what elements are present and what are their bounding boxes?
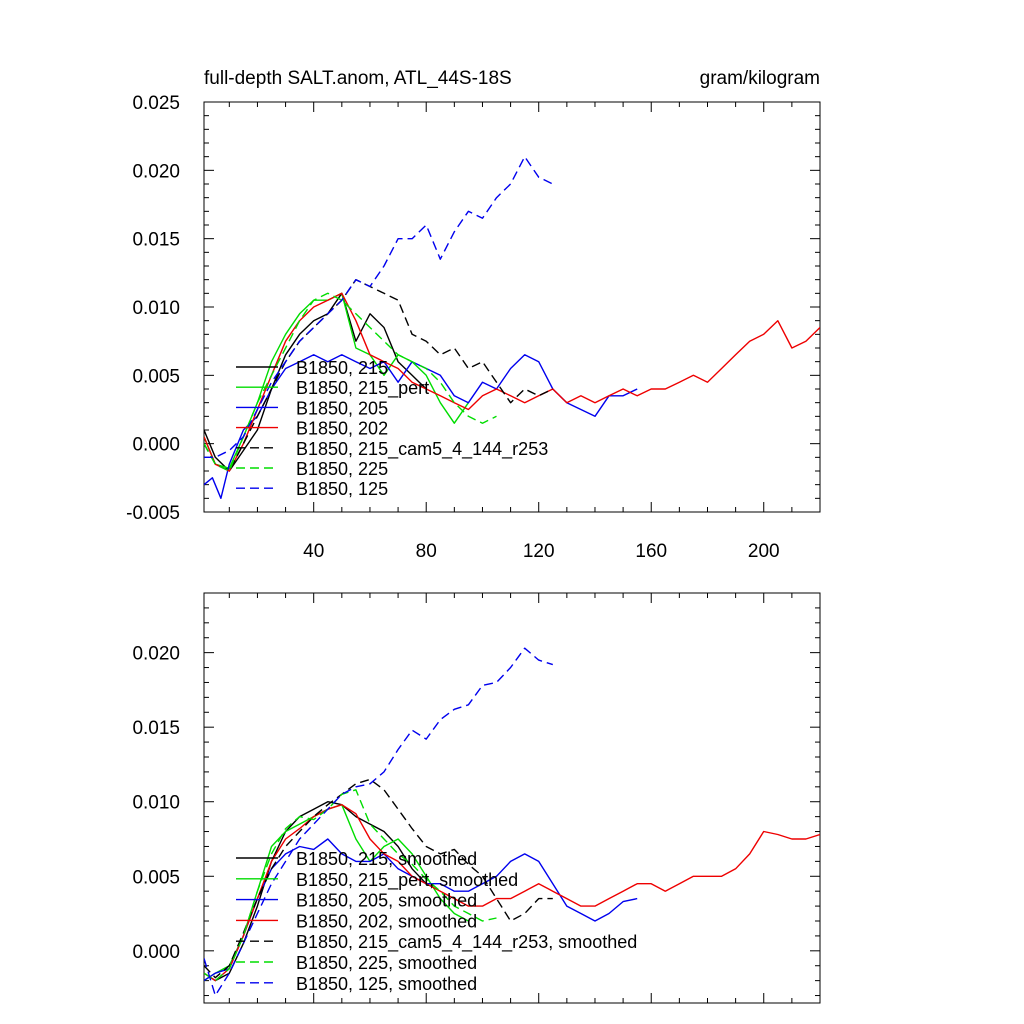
- legend-label: B1850, 125: [296, 479, 388, 499]
- y-tick-label: 0.010: [132, 298, 180, 319]
- chart-title: full-depth SALT.anom, ATL_44S-18S: [204, 68, 512, 89]
- top-panel: full-depth SALT.anom, ATL_44S-18S gram/k…: [126, 68, 821, 562]
- plot-frame: [203, 592, 821, 1004]
- y-tick-label: 0.020: [132, 644, 180, 665]
- series-line-5: [204, 789, 497, 982]
- legend-label: B1850, 215_cam5_4_144_r253, smoothed: [296, 932, 637, 953]
- legend-label: B1850, 215: [296, 358, 388, 378]
- series-line-0: [204, 292, 427, 472]
- x-tick-label: 120: [523, 541, 555, 562]
- y-tick-label: 0.015: [132, 230, 180, 251]
- legend-label: B1850, 225: [296, 459, 388, 479]
- legend-label: B1850, 215, smoothed: [296, 849, 477, 869]
- series-line-6: [204, 155, 554, 458]
- units-label: gram/kilogram: [700, 68, 820, 89]
- x-tick-label: 200: [748, 541, 780, 562]
- y-tick-label: 0.025: [132, 93, 180, 114]
- bottom-panel: 0.000 0.005 0.010 0.015 0.020 B1850, 215, smo…: [132, 592, 821, 1004]
- legend-label: B1850, 215_cam5_4_144_r253: [296, 439, 548, 460]
- legend-label: B1850, 125, smoothed: [296, 974, 477, 994]
- y-tick-label: 0.020: [132, 161, 180, 182]
- series-group: [204, 647, 820, 997]
- y-tick-label: 0.010: [132, 793, 180, 814]
- x-tick-label: 80: [416, 541, 437, 562]
- series-line-5: [204, 292, 497, 472]
- series-line-2: [204, 354, 638, 499]
- legend-label: B1850, 215_pert: [296, 378, 429, 399]
- y-tick-label: 0.005: [132, 867, 180, 888]
- x-tick-label: 160: [635, 541, 667, 562]
- x-tick-label: 40: [303, 541, 324, 562]
- legend-label: B1850, 205: [296, 398, 388, 418]
- series-line-3: [204, 804, 820, 982]
- legend-label: B1850, 202: [296, 419, 388, 439]
- legend-label: B1850, 202, smoothed: [296, 911, 477, 931]
- legend-label: B1850, 215_pert, smoothed: [296, 870, 518, 891]
- series-line-4: [204, 778, 553, 979]
- y-tick-label: 0.000: [132, 942, 180, 963]
- y-tick-label: 0.005: [132, 366, 180, 387]
- series-line-3: [204, 292, 820, 472]
- y-tick-label: -0.005: [126, 503, 180, 524]
- y-tick-label: 0.015: [132, 718, 180, 739]
- legend-label: B1850, 205, smoothed: [296, 891, 477, 911]
- legend-label: B1850, 225, smoothed: [296, 953, 477, 973]
- series-line-4: [204, 279, 554, 472]
- y-tick-label: 0.000: [132, 435, 180, 456]
